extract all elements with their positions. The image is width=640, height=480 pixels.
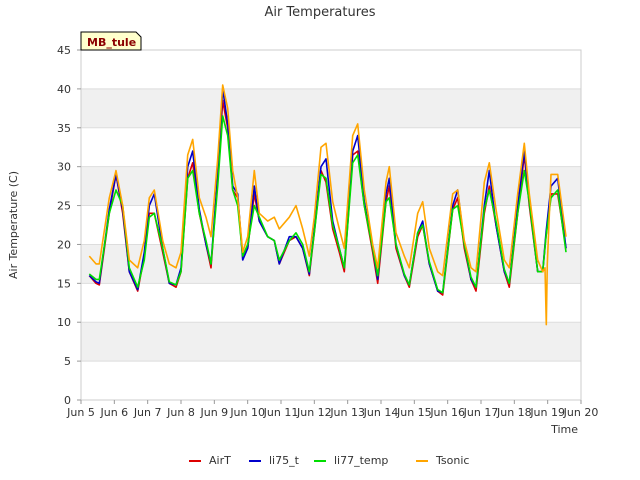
plot-frame [80, 49, 582, 401]
x-tick-label: Jun 20 [563, 406, 599, 419]
series-lines [88, 84, 567, 326]
x-tick-label: Jun 10 [229, 406, 265, 419]
x-tick-label: Jun 19 [529, 406, 565, 419]
x-tick-label: Jun 9 [199, 406, 228, 419]
site-tag: MB_tule [80, 31, 142, 51]
y-axis-label: Air Temperature (C) [7, 171, 20, 279]
x-tick-label: Jun 15 [396, 406, 432, 419]
site-tag-box [80, 31, 142, 51]
grid-band [81, 244, 581, 284]
x-tick-label: Jun 6 [99, 406, 128, 419]
y-tick-label: 10 [57, 316, 71, 329]
series-line-li77-temp [88, 115, 567, 294]
legend-label: li77_temp [334, 454, 388, 467]
x-tick-label: Jun 11 [263, 406, 299, 419]
x-tick-label: Jun 5 [66, 406, 95, 419]
x-tick-label: Jun 8 [166, 406, 195, 419]
y-tick-label: 15 [57, 277, 71, 290]
y-tick-label: 20 [57, 238, 71, 251]
y-tick-label: 5 [64, 355, 71, 368]
y-tick-label: 25 [57, 200, 71, 213]
x-tick-label: Jun 17 [463, 406, 499, 419]
plot-background [81, 50, 581, 400]
y-tick-label: 30 [57, 161, 71, 174]
y-axis-ticks: 0 5 10 15 20 25 30 35 40 45 [57, 44, 81, 407]
series-line-tsonic [88, 84, 567, 326]
y-tick-label: 0 [64, 394, 71, 407]
legend: AirT li75_t li77_temp Tsonic [189, 454, 469, 467]
y-tick-label: 45 [57, 44, 71, 57]
x-tick-label: Jun 7 [133, 406, 162, 419]
grid-band [81, 322, 581, 362]
legend-label: Tsonic [435, 454, 469, 467]
grid-band [81, 88, 581, 128]
chart-title: Air Temperatures [264, 5, 375, 20]
x-tick-label: Jun 12 [296, 406, 332, 419]
x-tick-label: Jun 16 [429, 406, 465, 419]
x-axis-label: Time [550, 423, 578, 436]
x-tick-label: Jun 18 [496, 406, 532, 419]
site-tag-label: MB_tule [87, 36, 136, 49]
legend-label: li75_t [269, 454, 300, 467]
x-tick-label: Jun 13 [329, 406, 365, 419]
legend-label: AirT [209, 454, 231, 467]
y-tick-label: 35 [57, 122, 71, 135]
x-tick-label: Jun 14 [363, 406, 399, 419]
y-tick-label: 40 [57, 83, 71, 96]
